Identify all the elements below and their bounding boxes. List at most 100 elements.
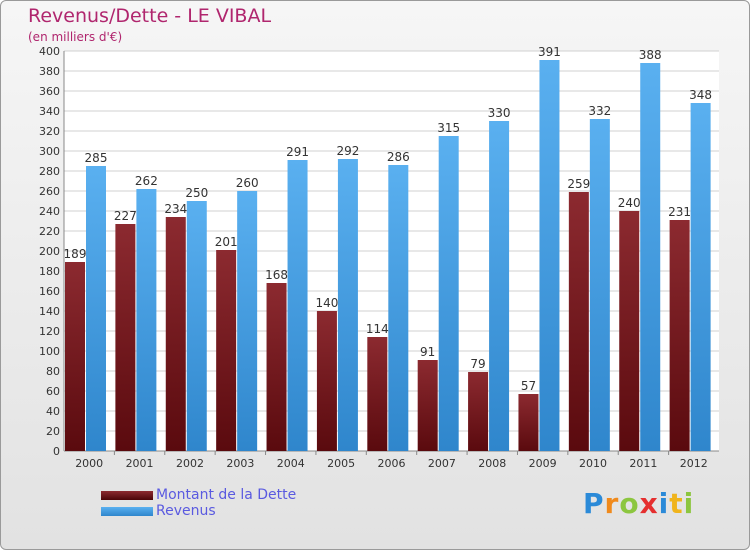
logo-letter: o (619, 487, 640, 520)
bar-revenus (589, 119, 610, 451)
data-label-revenus: 285 (85, 151, 108, 165)
logo-letter: r (604, 487, 620, 520)
data-label-dette: 79 (470, 357, 485, 371)
bar-revenus (86, 166, 106, 451)
logo-letter: x (639, 487, 659, 520)
data-label-dette: 201 (215, 235, 238, 249)
y-tick-label: 340 (39, 105, 60, 118)
y-tick-label: 160 (39, 285, 60, 298)
data-label-revenus: 388 (639, 48, 662, 62)
chart-subtitle: (en milliers d'€) (28, 30, 123, 44)
legend-swatch-dette (101, 490, 153, 500)
x-tick-label: 2008 (478, 457, 506, 470)
data-label-revenus: 250 (185, 186, 208, 200)
y-tick-label: 200 (39, 245, 60, 258)
x-tick-label: 2004 (277, 457, 305, 470)
bar-dette (518, 394, 539, 451)
bar-dette (65, 262, 85, 451)
x-tick-label: 2000 (75, 457, 103, 470)
data-label-revenus: 332 (588, 104, 611, 118)
y-tick-label: 100 (39, 345, 60, 358)
bar-dette (367, 337, 388, 451)
bar-revenus (237, 191, 258, 451)
data-label-revenus: 262 (135, 174, 158, 188)
bar-dette (417, 360, 438, 451)
chart-title: Revenus/Dette - LE VIBAL (28, 5, 272, 27)
data-label-dette: 234 (164, 202, 187, 216)
y-tick-label: 80 (46, 365, 60, 378)
data-label-dette: 57 (521, 379, 536, 393)
y-tick-label: 260 (39, 185, 60, 198)
data-label-revenus: 292 (336, 144, 359, 158)
bar-dette (468, 372, 489, 451)
bar-dette (165, 217, 186, 451)
data-label-dette: 140 (315, 296, 338, 310)
y-tick-label: 60 (46, 385, 60, 398)
bar-revenus (287, 160, 308, 451)
data-label-dette: 227 (114, 209, 137, 223)
y-tick-label: 380 (39, 65, 60, 78)
y-tick-label: 400 (39, 45, 60, 58)
data-label-revenus: 260 (236, 176, 259, 190)
bar-revenus (539, 60, 560, 451)
data-label-dette: 259 (567, 177, 590, 191)
data-label-dette: 168 (265, 268, 288, 282)
bar-revenus (186, 201, 207, 451)
x-tick-label: 2005 (327, 457, 355, 470)
y-tick-label: 220 (39, 225, 60, 238)
y-tick-label: 280 (39, 165, 60, 178)
proxiti-logo: Proxiti (583, 487, 694, 520)
x-tick-label: 2007 (428, 457, 456, 470)
data-label-dette: 240 (618, 196, 641, 210)
y-tick-label: 360 (39, 85, 60, 98)
data-label-dette: 114 (366, 322, 389, 336)
legend: Montant de la Dette Revenus (101, 487, 296, 519)
data-label-dette: 91 (420, 345, 435, 359)
y-tick-label: 120 (39, 325, 60, 338)
y-tick-label: 300 (39, 145, 60, 158)
data-label-dette: 189 (64, 247, 87, 261)
x-tick-label: 2002 (176, 457, 204, 470)
x-tick-label: 2003 (226, 457, 254, 470)
bar-dette (216, 250, 237, 451)
legend-item-revenus: Revenus (101, 503, 296, 519)
y-tick-label: 320 (39, 125, 60, 138)
y-tick-label: 240 (39, 205, 60, 218)
data-label-revenus: 348 (689, 88, 712, 102)
bar-dette (669, 220, 690, 451)
x-tick-label: 2010 (579, 457, 607, 470)
data-label-dette: 231 (668, 205, 691, 219)
logo-letter: t (669, 487, 684, 520)
legend-label-dette: Montant de la Dette (156, 487, 297, 503)
bar-dette (568, 192, 589, 451)
bar-revenus (136, 189, 157, 451)
logo-letter: i (658, 487, 670, 520)
data-label-revenus: 286 (387, 150, 410, 164)
x-tick-label: 2011 (629, 457, 657, 470)
logo-letter: i (683, 487, 695, 520)
bar-dette (266, 283, 287, 451)
x-tick-label: 2001 (126, 457, 154, 470)
y-tick-label: 20 (46, 425, 60, 438)
legend-item-dette: Montant de la Dette (101, 487, 296, 503)
data-label-revenus: 330 (488, 106, 511, 120)
bar-revenus (489, 121, 510, 451)
data-label-revenus: 315 (437, 121, 460, 135)
legend-swatch-revenus (101, 506, 153, 516)
bar-revenus (690, 103, 711, 451)
bar-revenus (640, 63, 661, 451)
x-tick-label: 2012 (680, 457, 708, 470)
bar-dette (619, 211, 640, 451)
y-tick-label: 0 (53, 445, 60, 458)
y-tick-label: 180 (39, 265, 60, 278)
y-tick-label: 140 (39, 305, 60, 318)
x-tick-label: 2006 (378, 457, 406, 470)
bar-revenus (337, 159, 358, 451)
logo-letter: P (583, 487, 605, 520)
bar-dette (316, 311, 337, 451)
y-tick-label: 40 (46, 405, 60, 418)
bar-revenus (388, 165, 409, 451)
data-label-revenus: 391 (538, 45, 561, 59)
